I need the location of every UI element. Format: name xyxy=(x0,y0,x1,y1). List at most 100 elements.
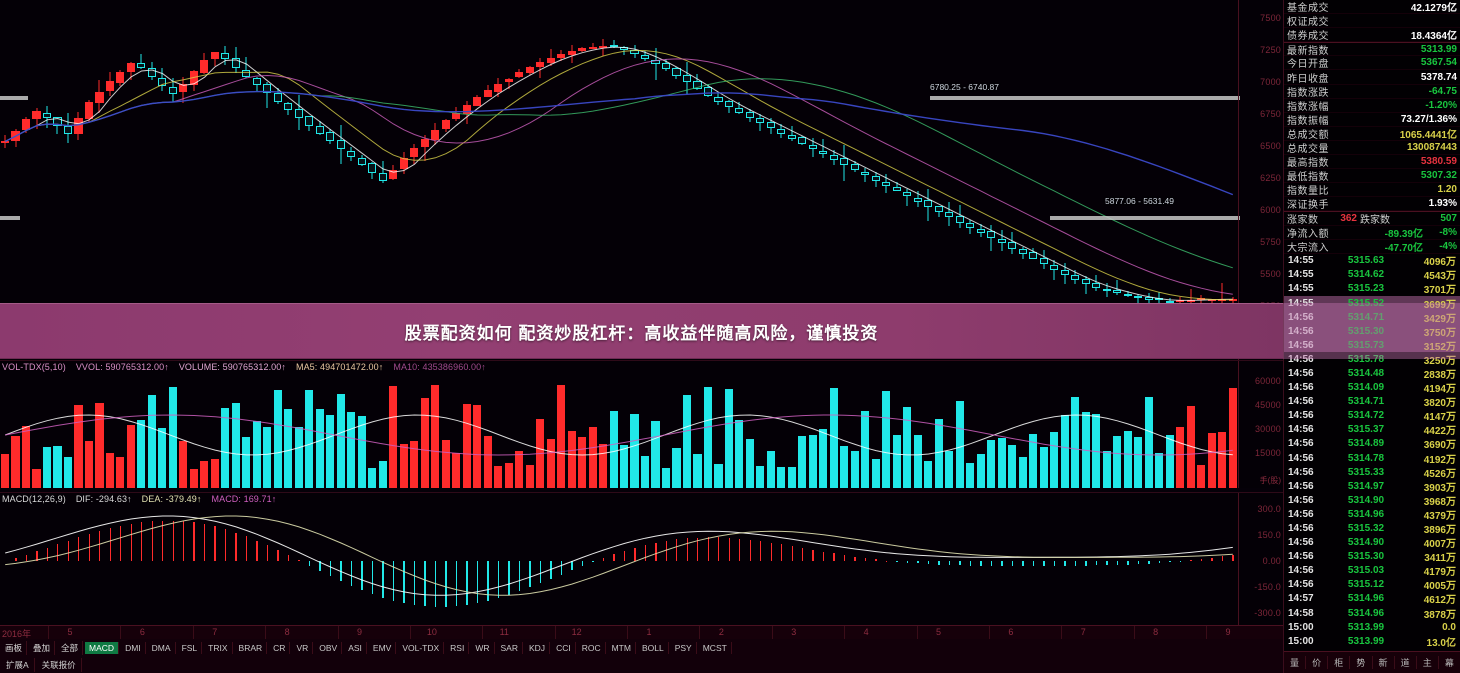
indicator-button-vol-tdx[interactable]: VOL-TDX xyxy=(398,641,445,654)
side-tab-幕[interactable]: 幕 xyxy=(1439,656,1460,669)
side-tab-道[interactable]: 道 xyxy=(1395,656,1417,669)
side-tab-价[interactable]: 价 xyxy=(1306,656,1329,669)
tick-row[interactable]: 14:56 5315.33 4526万 xyxy=(1284,465,1460,480)
macd-histogram-bar xyxy=(46,547,48,561)
tick-row[interactable]: 14:56 5315.32 3896万 xyxy=(1284,521,1460,536)
tick-row[interactable]: 14:56 5314.97 3903万 xyxy=(1284,479,1460,494)
tick-row[interactable]: 14:55 5314.62 4543万 xyxy=(1284,268,1460,282)
tick-row[interactable]: 14:55 5315.63 4096万 xyxy=(1284,254,1460,268)
indicator-button-asi[interactable]: ASI xyxy=(344,641,367,654)
candle-body xyxy=(578,48,587,51)
indicator-button-sar[interactable]: SAR xyxy=(497,641,523,654)
volume-plot-area[interactable] xyxy=(0,361,1238,488)
tick-time: 14:56 xyxy=(1288,579,1314,591)
indicator-button-cci[interactable]: CCI xyxy=(552,641,576,654)
indicator-button-cr[interactable]: CR xyxy=(269,641,291,654)
tick-row[interactable]: 14:56 5314.90 4007万 xyxy=(1284,536,1460,550)
macd-histogram-bar xyxy=(256,540,258,561)
indicator-button-roc[interactable]: ROC xyxy=(578,641,606,654)
side-tab-主[interactable]: 主 xyxy=(1417,656,1439,669)
price-chart-pane[interactable]: 7500725070006750650062506000575055005250… xyxy=(0,0,1283,360)
indicator-button-mcst[interactable]: MCST xyxy=(699,641,732,654)
macd-plot-area[interactable] xyxy=(0,493,1238,625)
indicator-button-emv[interactable]: EMV xyxy=(369,641,397,654)
indicator-button-brar[interactable]: BRAR xyxy=(235,641,268,654)
candlestick xyxy=(682,62,692,95)
tick-row[interactable]: 14:56 5315.37 4422万 xyxy=(1284,423,1460,437)
indicator-toolbar[interactable]: 画板 叠加 全部 MACD DMI DMA FSL TRIX BRAR CR VR OBV ASI EMV… xyxy=(0,639,1283,656)
tick-row[interactable]: 14:56 5314.90 3968万 xyxy=(1284,493,1460,508)
indicator-button-obv[interactable]: OBV xyxy=(315,641,343,654)
side-panel-tabs[interactable]: 量价柜势新道主幕 xyxy=(1284,651,1460,673)
indicator-button-rsi[interactable]: RSI xyxy=(446,641,470,654)
side-tab-柜[interactable]: 柜 xyxy=(1328,656,1351,669)
side-tab-量[interactable]: 量 xyxy=(1284,656,1307,669)
macd-histogram-bar xyxy=(655,542,657,561)
macd-field: MACD: 169.71↑ xyxy=(211,494,277,504)
volume-bar xyxy=(231,402,240,488)
indicator-button-fsl[interactable]: FSL xyxy=(178,641,203,654)
tick-row[interactable]: 14:56 5314.71 3820万 xyxy=(1284,395,1460,409)
quote-value: 5378.74 xyxy=(1420,71,1457,83)
toolbar-button-叠加[interactable]: 叠加 xyxy=(29,640,56,655)
candlestick xyxy=(200,52,209,75)
candlestick xyxy=(1039,250,1048,269)
macd-histogram-bar xyxy=(214,526,216,561)
volume-bar xyxy=(63,457,73,488)
candle-body xyxy=(221,52,230,59)
indicator-toolbar-secondary[interactable]: 扩展A 关联报价 xyxy=(0,656,1283,673)
candlestick xyxy=(431,122,440,145)
tick-row[interactable]: 14:56 5314.09 4194万 xyxy=(1284,381,1460,395)
tick-row[interactable]: 14:55 5315.23 3701万 xyxy=(1284,282,1460,296)
tick-list[interactable]: 14:55 5315.63 4096万 14:55 5314.62 4543万 14:55 5… xyxy=(1284,254,1460,649)
tick-row[interactable]: 14:56 5315.03 4179万 xyxy=(1284,564,1460,578)
tick-row[interactable]: 15:00 5313.99 0.0 xyxy=(1284,620,1460,634)
indicator-button-psy[interactable]: PSY xyxy=(671,641,697,654)
tick-row[interactable]: 15:00 5313.99 13.0亿 xyxy=(1284,634,1460,649)
tick-row[interactable]: 14:56 5314.72 4147万 xyxy=(1284,409,1460,423)
volume-chart-pane[interactable]: VOL-TDX(5,10) VVOL: 590765312.00↑ VOLUME: … xyxy=(0,360,1283,488)
tick-row[interactable]: 14:56 5314.71 3429万 xyxy=(1284,310,1460,325)
tick-row[interactable]: 14:56 5315.73 3152万 xyxy=(1284,338,1460,353)
candlestick xyxy=(913,190,922,207)
volume-bar xyxy=(242,437,251,488)
tick-row[interactable]: 14:55 5315.52 3699万 xyxy=(1284,295,1460,311)
tick-volume: 4612万 xyxy=(1423,595,1456,607)
macd-histogram-bar xyxy=(906,561,909,563)
toolbar-button-全部[interactable]: 全部 xyxy=(57,640,84,655)
indicator-button-vr[interactable]: VR xyxy=(292,641,314,654)
candlestick xyxy=(242,57,251,78)
tick-row[interactable]: 14:56 5315.78 3250万 xyxy=(1284,352,1460,367)
indicator-button-dmi[interactable]: DMI xyxy=(121,641,146,654)
candle-body xyxy=(745,112,754,118)
tick-row[interactable]: 14:57 5314.96 4612万 xyxy=(1284,592,1460,606)
tick-row[interactable]: 14:56 5314.48 2838万 xyxy=(1284,366,1460,381)
tick-row[interactable]: 14:56 5314.78 4192万 xyxy=(1284,451,1460,466)
macd-histogram-bar xyxy=(1053,561,1056,566)
indicator-button-macd[interactable]: MACD xyxy=(85,641,120,654)
tick-row[interactable]: 14:58 5314.96 3878万 xyxy=(1284,606,1460,621)
indicator-button-wr[interactable]: WR xyxy=(471,641,495,654)
macd-chart-pane[interactable]: MACD(12,26,9) DIF: -294.63↑ DEA: -379.49↑ M… xyxy=(0,492,1283,625)
side-tab-新[interactable]: 新 xyxy=(1373,656,1395,669)
tick-row[interactable]: 14:56 5315.30 3750万 xyxy=(1284,324,1460,339)
tick-row[interactable]: 14:56 5315.30 3411万 xyxy=(1284,550,1460,564)
indicator-button-boll[interactable]: BOLL xyxy=(638,641,669,654)
toolbar2-button-扩展A[interactable]: 扩展A xyxy=(1,657,35,672)
indicator-button-trix[interactable]: TRIX xyxy=(204,641,233,654)
tick-row[interactable]: 14:56 5314.96 4379万 xyxy=(1284,507,1460,522)
macd-histogram-bar xyxy=(1011,561,1014,566)
tick-price: 5315.33 xyxy=(1347,466,1385,478)
indicator-button-dma[interactable]: DMA xyxy=(148,641,176,654)
tick-row[interactable]: 14:56 5314.89 3690万 xyxy=(1284,437,1460,451)
indicator-button-mtm[interactable]: MTM xyxy=(608,641,636,654)
side-tab-势[interactable]: 势 xyxy=(1350,656,1373,669)
volume-bar xyxy=(189,468,198,488)
indicator-button-kdj[interactable]: KDJ xyxy=(525,641,551,654)
toolbar2-button-关联报价[interactable]: 关联报价 xyxy=(37,657,82,672)
tick-price: 5314.71 xyxy=(1347,396,1385,408)
candle-body xyxy=(1134,295,1143,299)
macd-histogram-bar xyxy=(602,557,605,561)
tick-row[interactable]: 14:56 5315.12 4005万 xyxy=(1284,578,1460,592)
toolbar-button-画板[interactable]: 画板 xyxy=(1,640,28,655)
